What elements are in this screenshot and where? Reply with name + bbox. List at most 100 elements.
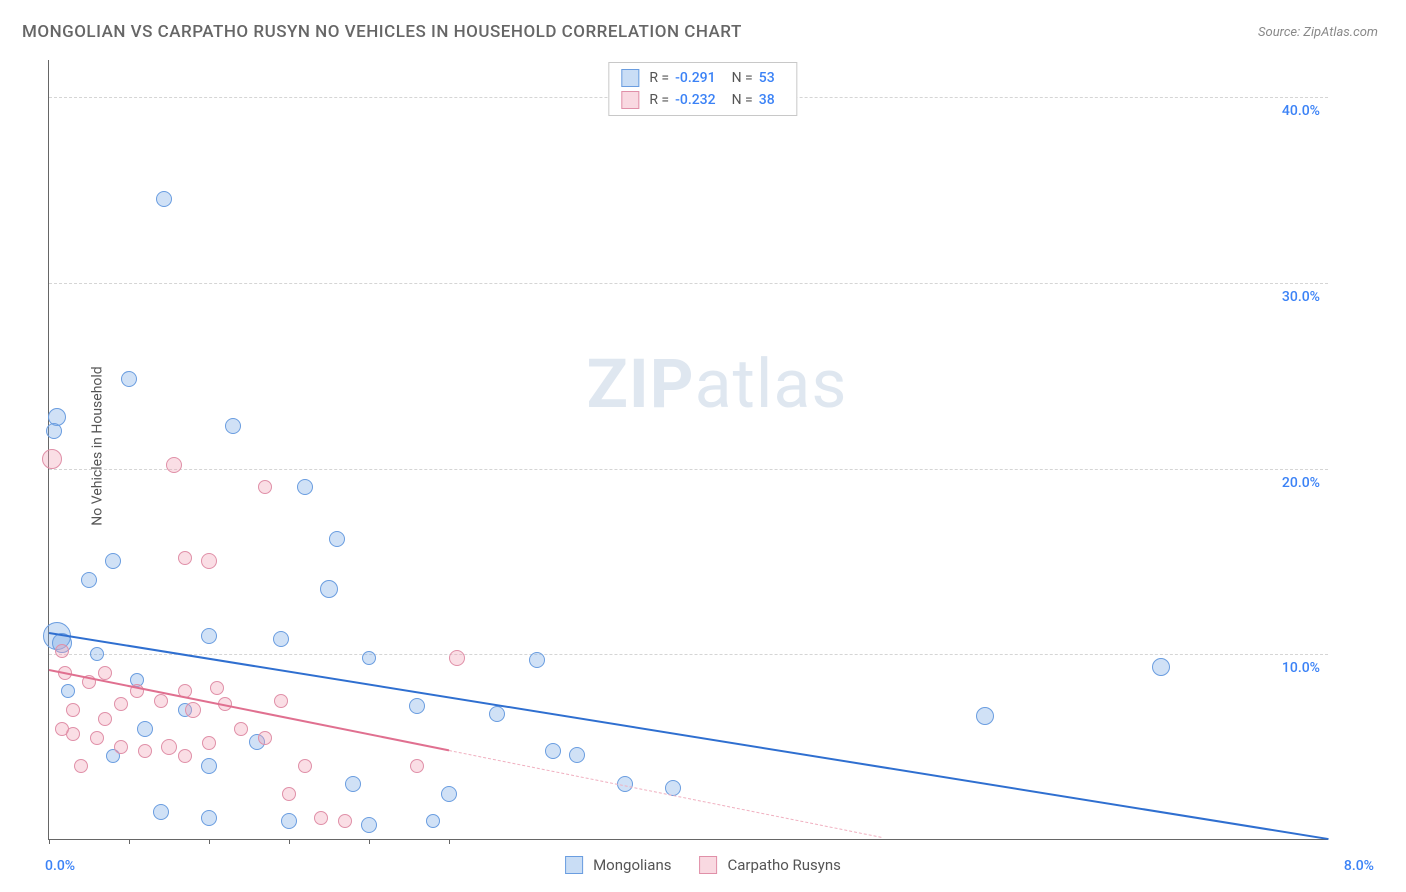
y-tick-label: 20.0% xyxy=(1282,475,1320,491)
scatter-point xyxy=(976,707,994,725)
series-legend: Mongolians Carpatho Rusyns xyxy=(565,856,841,874)
scatter-point xyxy=(345,776,361,792)
x-axis-max-label: 8.0% xyxy=(1344,858,1374,874)
trend-line xyxy=(449,750,881,838)
scatter-point xyxy=(529,652,545,668)
plot-area: 10.0% 20.0% 30.0% 40.0% xyxy=(48,60,1328,840)
n-label: N = xyxy=(732,70,753,86)
x-tick-mark xyxy=(369,839,370,844)
y-tick-label: 30.0% xyxy=(1282,289,1320,305)
grid-line xyxy=(49,469,1328,470)
scatter-point xyxy=(314,811,328,825)
scatter-point xyxy=(42,449,62,469)
x-tick-mark xyxy=(129,839,130,844)
scatter-point xyxy=(90,731,104,745)
scatter-point xyxy=(201,553,217,569)
scatter-point xyxy=(338,814,352,828)
scatter-point xyxy=(441,786,457,802)
scatter-point xyxy=(449,650,465,666)
legend-row-1: R = -0.291 N = 53 xyxy=(621,67,784,89)
scatter-point xyxy=(114,697,128,711)
scatter-point xyxy=(361,817,377,833)
scatter-point xyxy=(178,749,192,763)
scatter-point xyxy=(274,694,288,708)
scatter-point xyxy=(156,191,172,207)
scatter-point xyxy=(137,721,153,737)
scatter-point xyxy=(210,681,224,695)
scatter-point xyxy=(138,744,152,758)
x-tick-mark xyxy=(449,839,450,844)
scatter-point xyxy=(362,651,376,665)
scatter-point xyxy=(282,787,296,801)
swatch-pink-icon xyxy=(621,91,639,109)
scatter-point xyxy=(154,694,168,708)
scatter-point xyxy=(81,572,97,588)
scatter-point xyxy=(273,631,289,647)
swatch-pink-icon xyxy=(699,856,717,874)
scatter-point xyxy=(202,736,216,750)
scatter-point xyxy=(320,580,338,598)
scatter-point xyxy=(258,731,272,745)
scatter-point xyxy=(201,810,217,826)
scatter-point xyxy=(234,722,248,736)
scatter-point xyxy=(185,702,201,718)
scatter-point xyxy=(55,644,69,658)
scatter-point xyxy=(258,480,272,494)
r-value-1: -0.291 xyxy=(675,70,715,86)
scatter-point xyxy=(98,666,112,680)
scatter-point xyxy=(114,740,128,754)
scatter-point xyxy=(98,712,112,726)
r-label: R = xyxy=(649,70,669,86)
x-tick-mark xyxy=(289,839,290,844)
n-value-1: 53 xyxy=(759,70,775,86)
x-tick-mark xyxy=(209,839,210,844)
legend-item-2: Carpatho Rusyns xyxy=(699,856,840,874)
y-tick-label: 10.0% xyxy=(1282,660,1320,676)
swatch-blue-icon xyxy=(621,69,639,87)
scatter-point xyxy=(66,703,80,717)
legend-item-1: Mongolians xyxy=(565,856,671,874)
scatter-point xyxy=(178,551,192,565)
n-value-2: 38 xyxy=(759,92,775,108)
scatter-point xyxy=(105,553,121,569)
scatter-point xyxy=(61,684,75,698)
scatter-point xyxy=(281,813,297,829)
trend-line xyxy=(49,632,1329,840)
scatter-point xyxy=(55,722,69,736)
scatter-point xyxy=(153,804,169,820)
scatter-point xyxy=(1152,658,1170,676)
x-tick-mark xyxy=(49,839,50,844)
scatter-point xyxy=(90,647,104,661)
scatter-point xyxy=(74,759,88,773)
scatter-point xyxy=(426,814,440,828)
scatter-point xyxy=(297,479,313,495)
scatter-point xyxy=(225,418,241,434)
scatter-point xyxy=(569,747,585,763)
scatter-point xyxy=(329,531,345,547)
n-label: N = xyxy=(732,92,753,108)
scatter-point xyxy=(298,759,312,773)
grid-line xyxy=(49,654,1328,655)
scatter-point xyxy=(121,371,137,387)
scatter-point xyxy=(166,457,182,473)
y-tick-label: 40.0% xyxy=(1282,103,1320,119)
legend-row-2: R = -0.232 N = 38 xyxy=(621,89,784,111)
swatch-blue-icon xyxy=(565,856,583,874)
scatter-point xyxy=(489,706,505,722)
scatter-point xyxy=(410,759,424,773)
scatter-point xyxy=(201,758,217,774)
legend-label-1: Mongolians xyxy=(593,856,671,874)
scatter-point xyxy=(545,743,561,759)
source-attribution: Source: ZipAtlas.com xyxy=(1258,25,1378,40)
r-value-2: -0.232 xyxy=(675,92,715,108)
scatter-point xyxy=(409,698,425,714)
correlation-legend: R = -0.291 N = 53 R = -0.232 N = 38 xyxy=(608,62,797,116)
x-axis-min-label: 0.0% xyxy=(45,858,75,874)
scatter-point xyxy=(46,423,62,439)
r-label: R = xyxy=(649,92,669,108)
grid-line xyxy=(49,283,1328,284)
chart-title: MONGOLIAN VS CARPATHO RUSYN NO VEHICLES … xyxy=(22,22,742,42)
scatter-point xyxy=(201,628,217,644)
scatter-point xyxy=(161,739,177,755)
legend-label-2: Carpatho Rusyns xyxy=(727,856,840,874)
